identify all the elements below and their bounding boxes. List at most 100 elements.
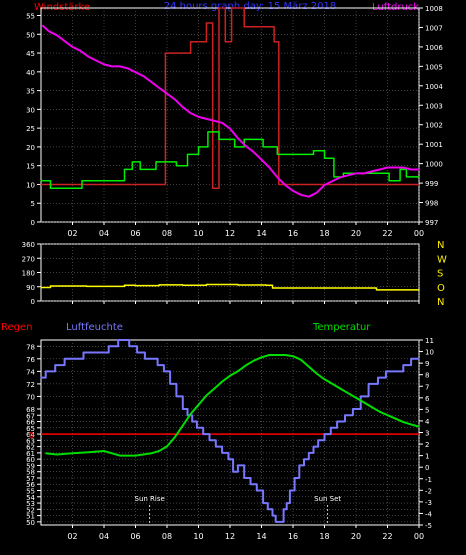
temperature-point [205, 394, 207, 397]
pressure-point [394, 166, 396, 169]
humidity-point [232, 471, 234, 473]
humidity-point [208, 439, 211, 441]
y-right-tick-label: 1003 [425, 102, 443, 110]
humidity-point [323, 433, 326, 435]
temperature-point [394, 418, 396, 420]
humidity-point [163, 370, 165, 372]
wind_avg-point [243, 138, 245, 141]
temperature-point [308, 365, 310, 368]
y-left-tick-label: 50 [26, 519, 35, 527]
pressure-point [347, 174, 349, 176]
humidity-point [196, 427, 198, 429]
panel-frame [40, 7, 420, 223]
pressure-point [355, 172, 357, 174]
y-left-tick-label: 57 [26, 475, 35, 483]
temperature-point [213, 387, 215, 390]
y-right-tick-label: -3 [425, 499, 432, 507]
temperature-point [316, 372, 318, 375]
regen-label: Regen [1, 322, 33, 333]
pressure-point [150, 81, 152, 83]
y-left-tick-label: 76 [26, 356, 35, 364]
y-right-tick-label: 998 [425, 200, 438, 208]
x-tick-label: 12 [225, 532, 235, 541]
y-left-tick-label: 45 [26, 50, 35, 58]
x-tick-label: 18 [319, 532, 329, 541]
temperature-point [300, 359, 302, 361]
temperature-point [190, 413, 192, 415]
temperature-point [355, 397, 357, 399]
humidity-point [344, 414, 346, 416]
wind_avg-point [234, 146, 236, 148]
pressure-point [119, 65, 121, 67]
pressure-point [402, 166, 404, 169]
humidity-point [330, 427, 332, 429]
wind_avg-point [197, 146, 200, 148]
pressure-point [371, 170, 373, 173]
direction-point [134, 285, 137, 287]
wind_speed-point [218, 7, 220, 9]
temperature-point [245, 364, 247, 367]
temperature-point [229, 375, 231, 377]
y-left-tick-label: 60 [26, 456, 35, 464]
pressure-point [64, 40, 66, 42]
y-left-tick-label: 52 [26, 506, 35, 514]
humidity-point [312, 446, 315, 448]
wind_avg-point [418, 176, 420, 178]
x-tick-label: 20 [351, 532, 361, 541]
direction-line [41, 283, 420, 291]
wind_avg-point [186, 153, 189, 156]
pressure-point [95, 59, 97, 62]
humidity-point [45, 370, 47, 372]
humidity-point [117, 339, 119, 341]
direction-point [418, 289, 420, 291]
x-tick-label: 02 [67, 532, 77, 541]
pressure-point [41, 24, 44, 27]
temperature-point [71, 452, 74, 454]
humidity-point [282, 508, 285, 510]
wind_avg-point [388, 180, 390, 182]
temperature-point [347, 392, 349, 394]
pressure-point [260, 159, 263, 161]
y-right-tick-label: 4 [425, 418, 430, 426]
y-right-tick-label: 1007 [425, 24, 443, 32]
direction-point [265, 284, 267, 286]
x-tick-label: 10 [193, 532, 203, 541]
direction-point [369, 287, 371, 289]
pressure-point [197, 116, 200, 118]
wind_speed-point [190, 41, 192, 43]
temperature-point [87, 451, 89, 453]
y-left-tick-label: 270 [22, 255, 35, 263]
wind_speed-point [179, 52, 181, 54]
y-left-tick-label: 67 [26, 412, 35, 420]
humidity-point [298, 464, 300, 467]
y-left-tick-label: 54 [26, 494, 35, 502]
y-right-tick-label: 10 [425, 349, 434, 357]
y-right-tick-label: 11 [425, 337, 434, 345]
pressure-point [111, 65, 113, 67]
y-left-tick-label: 51 [26, 513, 35, 521]
humidity-point [418, 358, 420, 360]
direction-point [158, 284, 160, 286]
humidity-point [385, 370, 387, 372]
wind_speed-point [278, 183, 280, 186]
y-right-tick-label: 0 [425, 464, 429, 472]
pressure-point [213, 120, 215, 122]
humidity-point [82, 351, 85, 354]
wind_speed-point [254, 26, 256, 28]
temperature-point [276, 354, 278, 356]
direction-point [205, 283, 207, 286]
y-left-tick-label: 30 [26, 106, 35, 114]
y-left-tick-label: 78 [26, 343, 35, 351]
wind_avg-point [175, 165, 178, 167]
wind_avg-point [155, 161, 157, 163]
humidity-point [249, 483, 252, 485]
y-left-tick-label: 62 [26, 444, 35, 452]
y-left-tick-label: 10 [26, 181, 35, 189]
temperature-point [418, 426, 420, 428]
humidity-point [227, 458, 230, 460]
x-tick-label: 10 [193, 229, 203, 238]
temperature-point [237, 370, 239, 372]
pressure-point [300, 194, 302, 196]
humidity-point [73, 358, 75, 360]
temperature-point [371, 406, 373, 408]
